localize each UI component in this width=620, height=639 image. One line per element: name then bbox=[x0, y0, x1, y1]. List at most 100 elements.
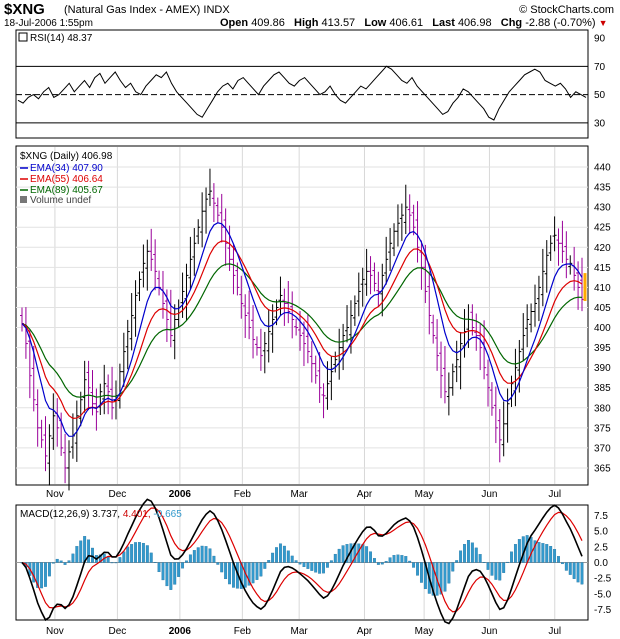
macd-hist-bar bbox=[557, 556, 560, 563]
macd-hist-bar bbox=[153, 562, 157, 563]
price-panel-frame bbox=[15, 145, 589, 486]
macd-hist-bar bbox=[157, 562, 161, 573]
macd-hist-bar bbox=[541, 543, 545, 563]
macd-hist-bar bbox=[439, 562, 443, 595]
ema34-line bbox=[21, 222, 583, 437]
macd-hist-bar bbox=[98, 554, 102, 563]
macd-hist-bar bbox=[459, 550, 463, 563]
quote-date: 18-Jul-2006 1:55pm bbox=[4, 18, 93, 29]
ema89-legend-text: EMA(89) 405.67 bbox=[30, 185, 103, 196]
macd-hist-bar bbox=[416, 562, 419, 576]
macd-hist-bar bbox=[255, 562, 259, 580]
macd-hist-bar bbox=[130, 544, 134, 563]
price-y-tick-label: 385 bbox=[594, 383, 611, 394]
macd-hist-bar bbox=[369, 551, 372, 563]
macd-hist-bar bbox=[36, 562, 40, 588]
macd-hist-bar bbox=[506, 561, 510, 563]
rsi-legend-text: RSI(14) 48.37 bbox=[30, 33, 93, 44]
high-value: 413.57 bbox=[321, 17, 356, 29]
ema55-legend-text: EMA(55) 406.64 bbox=[30, 174, 103, 185]
macd-hist-bar bbox=[91, 547, 94, 563]
macd-hist-bar bbox=[361, 544, 365, 563]
macd-x-label: 2006 bbox=[169, 626, 192, 637]
price-y-tick-label: 440 bbox=[594, 163, 611, 174]
rsi-panel-frame bbox=[15, 29, 589, 139]
macd-x-label: Mar bbox=[291, 626, 309, 637]
macd-hist-bar bbox=[525, 535, 529, 563]
rsi-y-tick-label: 30 bbox=[594, 118, 606, 129]
macd-hist-bar bbox=[169, 562, 173, 590]
macd-hist-bar bbox=[431, 562, 435, 596]
macd-hist-bar bbox=[286, 550, 290, 563]
macd-hist-bar bbox=[165, 562, 169, 587]
macd-hist-bar bbox=[79, 540, 83, 563]
macd-hist-bar bbox=[122, 551, 126, 563]
price-y-tick-label: 430 bbox=[594, 203, 611, 214]
macd-line bbox=[21, 498, 583, 625]
macd-hist-bar bbox=[384, 561, 388, 563]
macd-hist-bar bbox=[294, 560, 298, 563]
macd-hist-bar bbox=[188, 554, 192, 563]
price-y-tick-label: 375 bbox=[594, 423, 611, 434]
macd-hist-bar bbox=[400, 555, 404, 563]
price-y-tick-label: 400 bbox=[594, 323, 611, 334]
macd-hist-bar bbox=[576, 562, 580, 583]
index-full-name: (Natural Gas Index - AMEX) bbox=[64, 4, 201, 16]
macd-hist-bar bbox=[204, 546, 208, 563]
macd-hist-bar bbox=[314, 562, 318, 573]
macd-hist-bar bbox=[290, 555, 294, 563]
macd-hist-bar bbox=[279, 543, 282, 563]
macd-y-tick-label: 2.5 bbox=[594, 542, 608, 553]
open-label: Open bbox=[220, 17, 249, 29]
macd-hist-bar bbox=[365, 546, 369, 563]
volume-legend-swatch bbox=[20, 196, 27, 203]
high-label: High bbox=[294, 17, 319, 29]
chg-label: Chg bbox=[500, 17, 523, 29]
macd-hist-bar bbox=[419, 562, 423, 583]
macd-hist-bar bbox=[126, 546, 130, 563]
exchange: INDX bbox=[203, 4, 230, 16]
price-x-label: Mar bbox=[291, 489, 309, 500]
low-label: Low bbox=[364, 17, 387, 29]
price-x-label: May bbox=[415, 489, 434, 500]
price-x-label: Jun bbox=[481, 489, 497, 500]
macd-hist-bar bbox=[40, 562, 44, 589]
macd-hist-bar bbox=[271, 552, 275, 563]
rsi-y-tick-label: 90 bbox=[594, 34, 606, 45]
macd-legend-hist: -0.665 bbox=[151, 509, 183, 520]
macd-x-label: Feb bbox=[234, 626, 252, 637]
price-y-tick-label: 365 bbox=[594, 463, 611, 474]
macd-hist-bar bbox=[553, 549, 557, 563]
index-name: (Natural Gas Index - AMEX) INDX bbox=[64, 4, 230, 16]
macd-hist-bar bbox=[298, 562, 302, 565]
macd-hist-bar bbox=[44, 562, 47, 587]
macd-hist-bar bbox=[59, 560, 63, 563]
macd-hist-bar bbox=[267, 560, 271, 563]
macd-hist-bar bbox=[220, 562, 224, 573]
macd-hist-bar bbox=[149, 552, 153, 563]
price-x-label: Apr bbox=[357, 489, 373, 500]
macd-hist-bar bbox=[192, 550, 196, 563]
price-y-tick-label: 410 bbox=[594, 283, 611, 294]
macd-x-label: Nov bbox=[46, 626, 64, 637]
quote-summary: Open 409.86 High 413.57 Low 406.61 Last … bbox=[220, 17, 608, 29]
macd-hist-bar bbox=[537, 542, 541, 563]
macd-hist-bar bbox=[106, 556, 110, 563]
macd-hist-bar bbox=[302, 562, 306, 568]
macd-hist-bar bbox=[447, 562, 451, 584]
macd-hist-bar bbox=[114, 562, 118, 564]
macd-hist-bar bbox=[376, 562, 380, 565]
macd-x-label: Jun bbox=[481, 626, 497, 637]
macd-hist-bar bbox=[502, 562, 506, 573]
copyright: © StockCharts.com bbox=[519, 4, 614, 16]
macd-hist-bar bbox=[474, 547, 478, 563]
macd-hist-bar bbox=[478, 554, 482, 563]
rsi-y-tick-label: 50 bbox=[594, 90, 606, 101]
macd-hist-bar bbox=[392, 555, 396, 563]
macd-hist-bar bbox=[216, 562, 220, 565]
macd-hist-bar bbox=[380, 562, 384, 565]
macd-hist-bar bbox=[345, 544, 349, 563]
macd-hist-bar bbox=[463, 544, 466, 563]
price-y-tick-label: 420 bbox=[594, 243, 611, 254]
